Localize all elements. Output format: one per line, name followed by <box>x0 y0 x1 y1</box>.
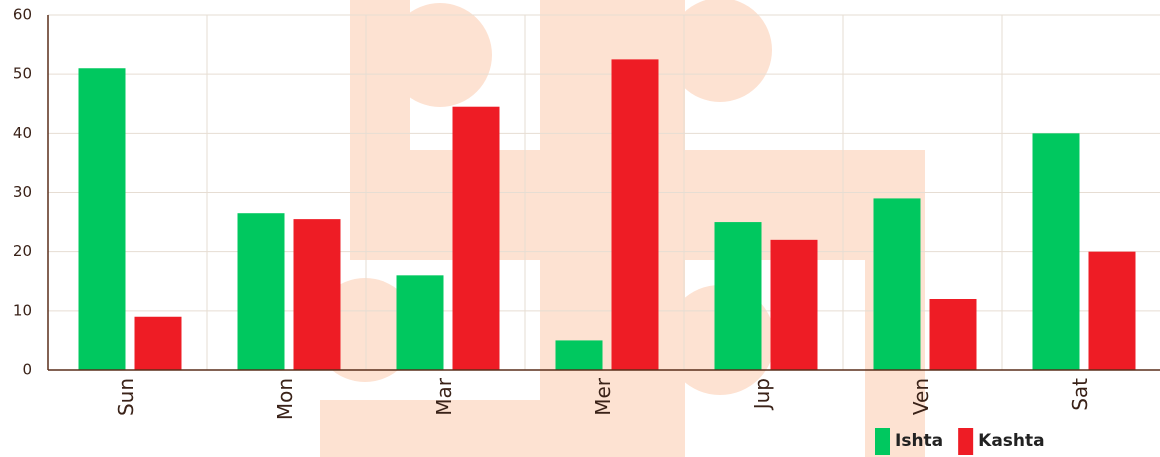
bar <box>1032 133 1080 370</box>
bar <box>396 275 444 370</box>
y-tick-label: 10 <box>13 301 32 319</box>
bar <box>237 213 285 370</box>
y-tick-label: 40 <box>13 124 32 142</box>
y-tick-label: 60 <box>13 6 32 24</box>
bar <box>873 198 921 370</box>
bar <box>770 239 818 370</box>
legend-label: Kashta <box>978 431 1044 451</box>
legend-swatch <box>875 428 890 455</box>
y-tick-label: 0 <box>22 361 32 379</box>
x-tick-label: Jup <box>750 378 774 411</box>
bar <box>714 222 762 370</box>
x-tick-label: Mer <box>591 377 615 416</box>
x-tick-label: Sat <box>1068 378 1092 411</box>
x-tick-label: Sun <box>114 378 138 416</box>
x-tick-label: Mar <box>432 377 456 416</box>
bar <box>611 59 659 370</box>
bar <box>929 299 977 370</box>
bar <box>452 106 500 370</box>
bar <box>555 340 603 370</box>
bar <box>78 68 126 370</box>
bar <box>1088 251 1136 370</box>
legend-swatch <box>958 428 974 455</box>
legend-label: Ishta <box>895 431 943 451</box>
y-tick-label: 30 <box>13 183 32 201</box>
bar <box>293 219 341 370</box>
x-tick-label: Ven <box>909 378 933 415</box>
bar <box>134 316 182 370</box>
y-tick-label: 50 <box>13 65 32 83</box>
x-tick-label: Mon <box>273 378 297 420</box>
y-tick-label: 20 <box>13 242 32 260</box>
